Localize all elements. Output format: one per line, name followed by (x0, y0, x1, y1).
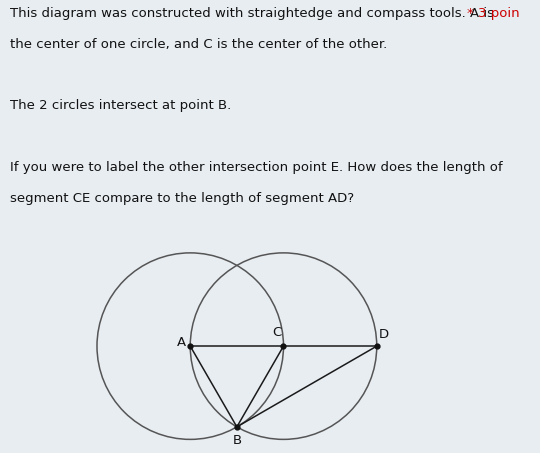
Text: segment CE compare to the length of segment AD?: segment CE compare to the length of segm… (10, 192, 354, 205)
Text: C: C (273, 327, 282, 339)
Text: The 2 circles intersect at point B.: The 2 circles intersect at point B. (10, 99, 231, 112)
Text: * 3 poin: * 3 poin (467, 7, 519, 20)
Text: D: D (379, 328, 389, 341)
Text: the center of one circle, and C is the center of the other.: the center of one circle, and C is the c… (10, 38, 387, 51)
Text: B: B (232, 434, 241, 447)
Text: A: A (177, 336, 186, 349)
Text: If you were to label the other intersection point E. How does the length of: If you were to label the other intersect… (10, 161, 502, 174)
Text: This diagram was constructed with straightedge and compass tools. A is: This diagram was constructed with straig… (10, 7, 494, 20)
